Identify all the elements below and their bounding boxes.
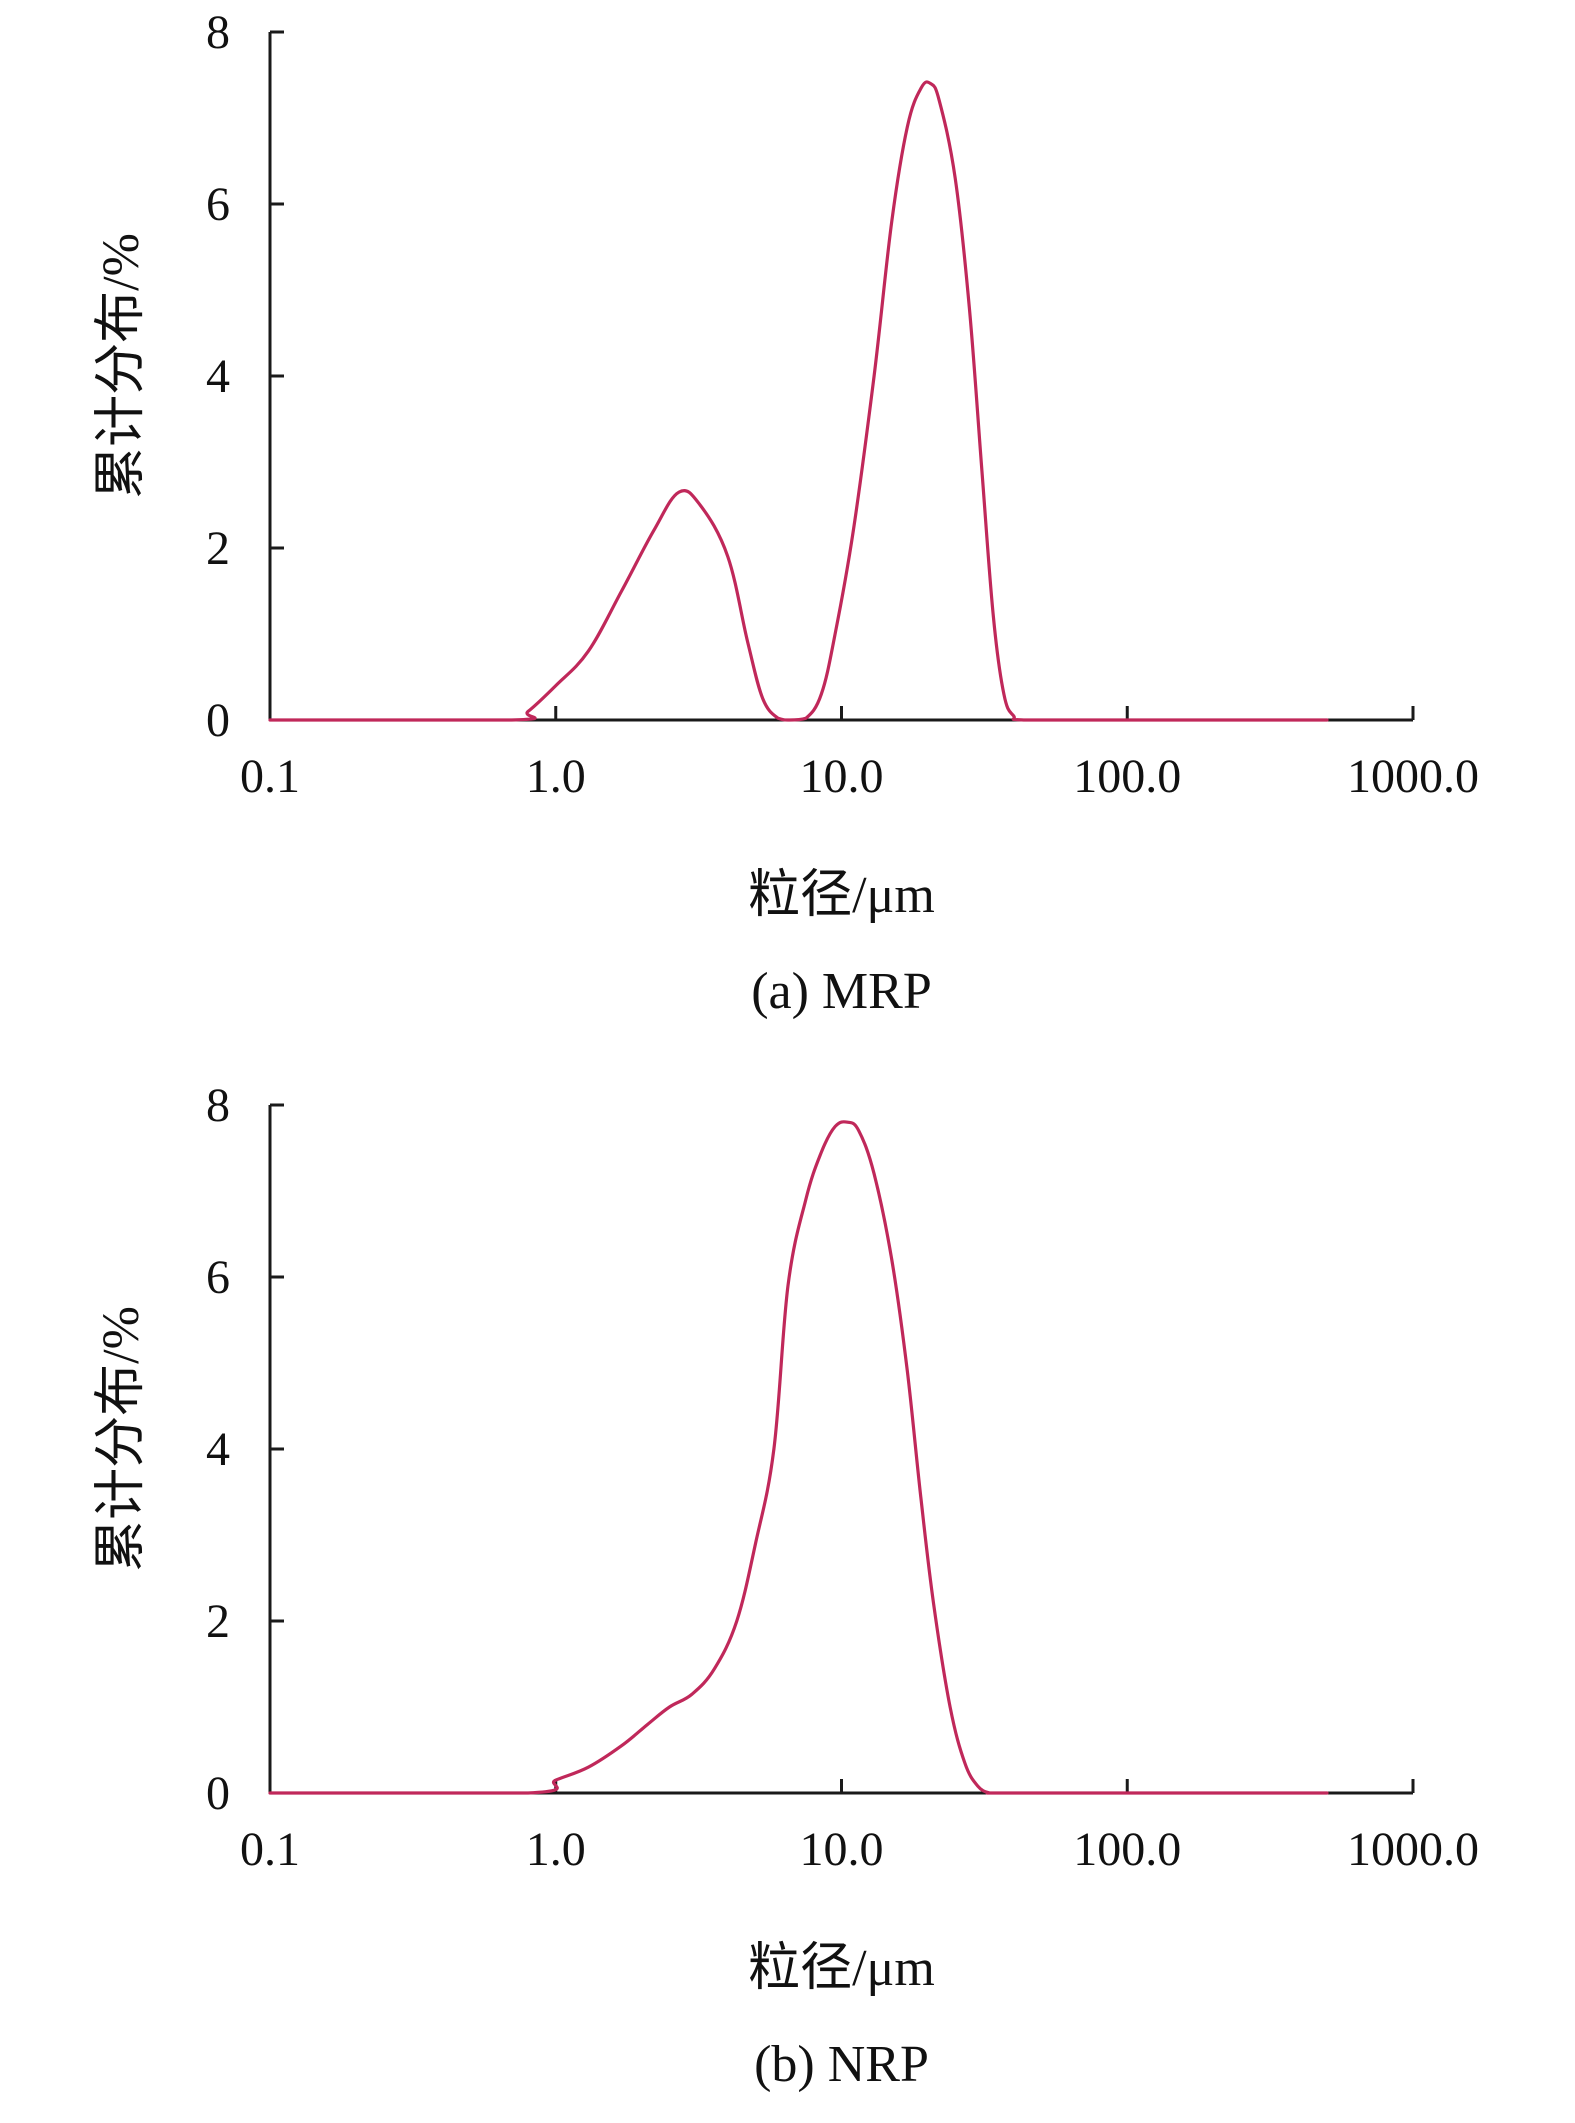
chart-panel-b: 0 2 4 6 8 0.1 1.0 10.0 100.0 1000.0 粒径/μm 累计分布/% (b)… bbox=[0, 1073, 1575, 2123]
y-tick-label: 2 bbox=[206, 522, 230, 575]
x-tick-label: 100.0 bbox=[1073, 750, 1181, 803]
x-tick-label: 0.1 bbox=[240, 1823, 300, 1876]
x-tick-label: 10.0 bbox=[800, 1823, 884, 1876]
y-tick-label: 0 bbox=[206, 1767, 230, 1820]
y-axis-title: 累计分布/% bbox=[93, 233, 150, 499]
x-tick-label: 1000.0 bbox=[1347, 750, 1479, 803]
y-axis-title: 累计分布/% bbox=[93, 1306, 150, 1572]
x-axis-title: 粒径/μm bbox=[748, 1940, 935, 1997]
y-tick-label: 2 bbox=[206, 1595, 230, 1648]
x-tick-label: 100.0 bbox=[1073, 1823, 1181, 1876]
chart-a-svg: 0 2 4 6 8 0.1 1.0 10.0 100.0 1000.0 粒径/μm 累计分布/% (a)… bbox=[93, 6, 1479, 1020]
series-line bbox=[268, 80, 1329, 722]
x-axis-title: 粒径/μm bbox=[748, 867, 935, 924]
x-tick-label: 10.0 bbox=[800, 750, 884, 803]
series-line bbox=[268, 1120, 1329, 1795]
y-tick-label: 4 bbox=[206, 1423, 230, 1476]
y-tick-label: 8 bbox=[206, 1079, 230, 1132]
x-tick-label: 0.1 bbox=[240, 750, 300, 803]
chart-caption: (b) NRP bbox=[754, 2036, 929, 2093]
x-tick-label: 1.0 bbox=[526, 750, 586, 803]
chart-b-svg: 0 2 4 6 8 0.1 1.0 10.0 100.0 1000.0 粒径/μm 累计分布/% (b)… bbox=[93, 1079, 1479, 2093]
y-tick-label: 4 bbox=[206, 350, 230, 403]
chart-caption: (a) MRP bbox=[751, 963, 932, 1020]
y-tick-label: 8 bbox=[206, 6, 230, 59]
y-tick-label: 6 bbox=[206, 1251, 230, 1304]
x-tick-label: 1.0 bbox=[526, 1823, 586, 1876]
x-tick-label: 1000.0 bbox=[1347, 1823, 1479, 1876]
y-tick-label: 6 bbox=[206, 178, 230, 231]
chart-panel-a: 0 2 4 6 8 0.1 1.0 10.0 100.0 1000.0 粒径/μm 累计分布/% (a)… bbox=[0, 0, 1575, 1050]
y-tick-label: 0 bbox=[206, 694, 230, 747]
